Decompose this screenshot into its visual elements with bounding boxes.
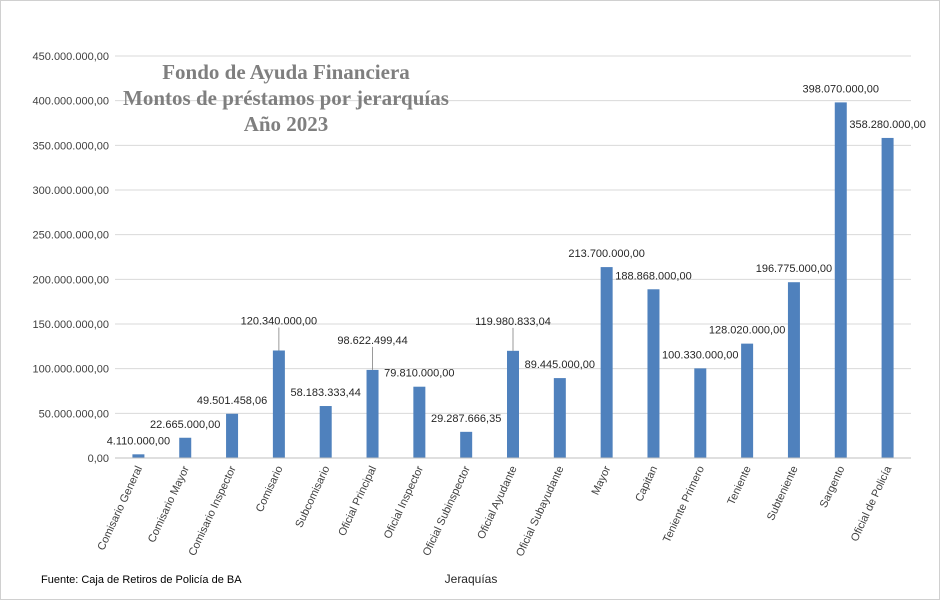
y-tick-label: 0,00: [88, 453, 109, 465]
data-label: 79.810.000,00: [384, 368, 454, 380]
leader-lines: [278, 327, 514, 370]
bar: [319, 406, 332, 458]
bar: [881, 137, 894, 459]
data-labels: 4.110.000,00 22.665.000,00 49.501.458,06 12…: [107, 83, 926, 447]
bar: [741, 343, 754, 458]
x-tick-label: Subcomisario: [293, 464, 332, 529]
data-label: 29.287.666,35: [431, 413, 501, 425]
bar: [600, 267, 613, 458]
data-label: 58.183.333,44: [291, 387, 361, 399]
x-tick-label: Capitan: [633, 464, 660, 503]
bar: [272, 350, 285, 458]
bar: [787, 282, 800, 458]
y-tick-label: 400.000.000,00: [33, 96, 109, 108]
x-tick-label: Oficial de Policía: [849, 463, 895, 543]
data-label: 358.280.000,00: [849, 119, 925, 131]
x-tick-label: Comisario: [254, 464, 286, 514]
x-tick-label: Sargento: [818, 464, 848, 510]
x-tick-label: Oficial Ayudante: [475, 464, 519, 541]
y-tick-label: 250.000.000,00: [33, 230, 109, 242]
y-tick-label: 100.000.000,00: [33, 364, 109, 376]
bar: [226, 413, 239, 458]
data-label: 213.700.000,00: [568, 248, 644, 260]
x-tick-label: Oficial Principal: [336, 464, 379, 538]
x-tick-label: Oficial Subayudante: [514, 464, 566, 558]
x-axis-title: Jeraquías: [445, 572, 498, 586]
data-label: 98.622.499,44: [337, 335, 407, 347]
data-label: 49.501.458,06: [197, 395, 267, 407]
bar: [553, 378, 566, 458]
data-label: 188.868.000,00: [615, 270, 691, 282]
bar: [179, 437, 192, 458]
bar: [834, 102, 847, 458]
data-label: 128.020.000,00: [709, 325, 785, 337]
x-tick-label: Comisario Mayor: [146, 464, 192, 545]
x-tick-label: Oficial Inspector: [382, 464, 426, 541]
x-tick-label: Comisario General: [95, 464, 145, 552]
bar: [366, 369, 379, 458]
x-tick-label: Mayor: [590, 464, 614, 497]
x-tick-label: Oficial Subinspector: [421, 464, 473, 558]
bar: [132, 454, 145, 458]
x-tick-label: Comisario Inspector: [187, 464, 239, 558]
bar: [694, 368, 707, 458]
x-tick-label: Teniente: [725, 464, 753, 507]
y-tick-label: 200.000.000,00: [33, 274, 109, 286]
data-label: 398.070.000,00: [803, 83, 879, 95]
y-tick-label: 450.000.000,00: [33, 51, 109, 63]
data-label: 89.445.000,00: [525, 359, 595, 371]
chart-title-line-3: Año 2023: [244, 112, 329, 136]
source-note: Fuente: Caja de Retiros de Policía de BA: [41, 574, 242, 586]
x-axis-ticks: Comisario General Comisario MayorComisari…: [95, 463, 894, 558]
data-label: 196.775.000,00: [756, 263, 832, 275]
data-label: 119.980.833,04: [475, 316, 551, 328]
chart-title-line-2: Montos de préstamos por jerarquías: [123, 86, 449, 110]
y-tick-label: 350.000.000,00: [33, 140, 109, 152]
chart-title-line-1: Fondo de Ayuda Financiera: [162, 60, 410, 84]
y-axis-ticks: 0,00 50.000.000,00 100.000.000,00 150.000.0…: [33, 51, 109, 465]
gridlines: [115, 55, 911, 414]
data-label: 22.665.000,00: [150, 419, 220, 431]
bar: [647, 289, 660, 458]
y-tick-label: 300.000.000,00: [33, 185, 109, 197]
y-tick-label: 150.000.000,00: [33, 319, 109, 331]
data-label: 4.110.000,00: [107, 435, 170, 447]
bar: [413, 386, 426, 458]
data-label: 120.340.000,00: [241, 315, 317, 327]
bar: [460, 431, 473, 458]
y-tick-label: 50.000.000,00: [39, 408, 109, 420]
bars: [132, 102, 894, 459]
bar: [507, 350, 519, 458]
data-label: 100.330.000,00: [662, 349, 738, 361]
x-tick-label: Subteniente: [765, 464, 801, 522]
x-tick-label: Teniente Primero: [661, 464, 707, 544]
